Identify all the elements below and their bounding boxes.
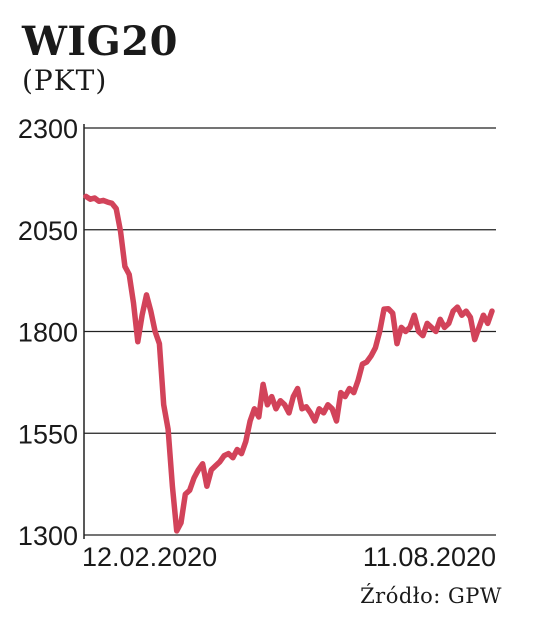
series-line [83, 193, 495, 534]
y-tick-label: 1800 [18, 318, 78, 348]
chart-unit: (PKT) [22, 64, 108, 97]
y-tick-label: 1300 [18, 521, 78, 551]
y-tick-label: 2050 [18, 216, 78, 246]
x-tick-label: 11.08.2020 [363, 542, 496, 572]
x-tick-label: 12.02.2020 [82, 542, 217, 572]
y-tick-label: 1550 [18, 419, 78, 449]
chart-title: WIG20 [22, 18, 178, 65]
chart-source: Źródło: GPW [360, 584, 502, 608]
y-tick-label: 2300 [18, 114, 78, 144]
